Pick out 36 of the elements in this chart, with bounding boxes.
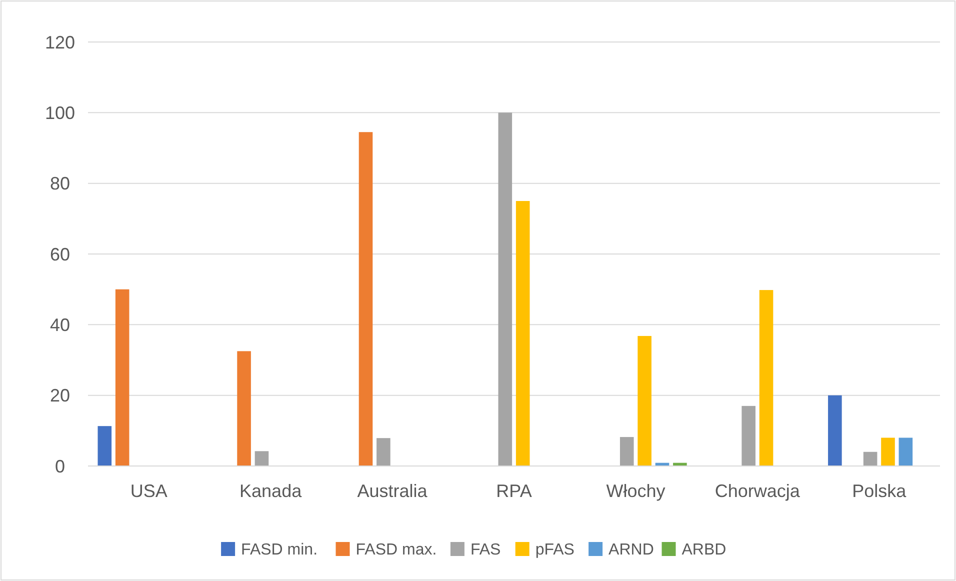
legend-label: pFAS	[535, 542, 574, 559]
bar	[115, 289, 130, 466]
bar	[828, 395, 842, 466]
x-tick-label: Włochy	[606, 481, 666, 501]
legend-label: FAS	[470, 542, 501, 559]
legend-label: ARBD	[682, 542, 726, 559]
x-tick-label: Australia	[357, 481, 428, 501]
x-tick-label: Chorwacja	[714, 481, 801, 501]
bar	[638, 336, 652, 466]
x-tick-label: RPA	[496, 481, 532, 501]
y-tick-label: 80	[50, 174, 70, 194]
bar	[498, 112, 512, 466]
bar	[742, 406, 756, 466]
bar	[759, 290, 774, 466]
legend-label: ARND	[608, 542, 654, 559]
y-tick-label: 60	[50, 244, 70, 264]
bar	[358, 132, 373, 466]
bar	[881, 438, 895, 466]
bar	[254, 451, 269, 466]
bar	[898, 438, 913, 466]
y-tick-label: 100	[44, 102, 76, 123]
bar	[237, 351, 251, 466]
y-tick-label: 120	[44, 32, 76, 52]
x-tick-label: Kanada	[240, 481, 303, 501]
bar	[516, 201, 530, 466]
x-tick-label: USA	[130, 481, 168, 501]
bar	[863, 452, 878, 466]
bar	[376, 438, 390, 466]
bar	[620, 437, 634, 466]
legend-label: FASD min.	[241, 542, 318, 559]
legend-label: FASD max.	[356, 542, 437, 559]
y-tick-label: 0	[54, 456, 66, 476]
y-tick-label: 40	[50, 314, 70, 335]
y-tick-label: 20	[50, 386, 70, 406]
x-tick-label: Polska	[852, 481, 908, 501]
bar	[98, 426, 112, 466]
